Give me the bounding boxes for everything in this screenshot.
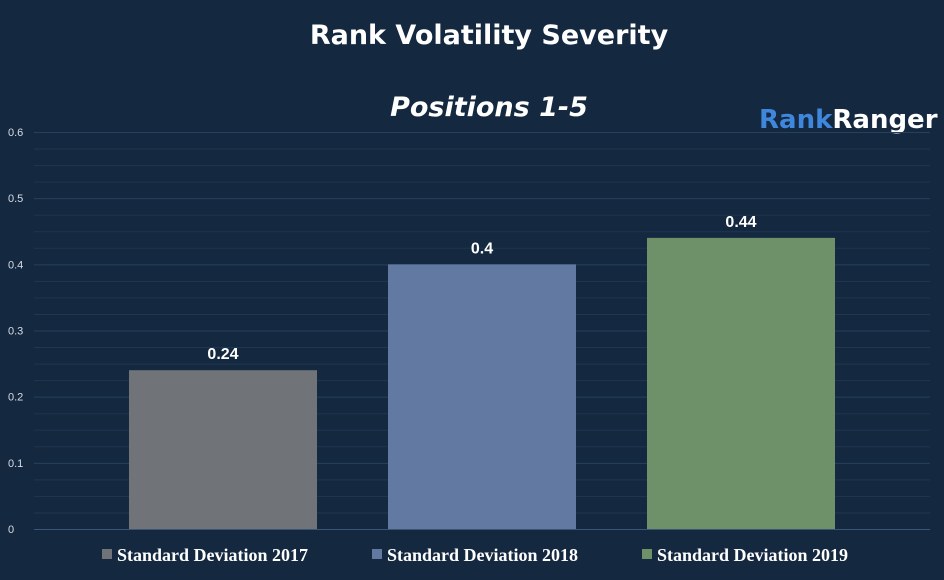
logo-ranger-text: Ranger bbox=[832, 105, 937, 135]
bar bbox=[388, 264, 576, 529]
legend-swatch bbox=[642, 549, 652, 559]
y-tick-label: 0.5 bbox=[8, 193, 23, 205]
data-label: 0.4 bbox=[471, 240, 493, 257]
y-tick-label: 0.3 bbox=[8, 326, 23, 338]
legend-swatch bbox=[102, 549, 112, 559]
logo-rank-text: Rank bbox=[759, 105, 833, 135]
y-tick-label: 0.2 bbox=[8, 392, 23, 404]
legend-label: Standard Deviation 2017 bbox=[117, 545, 308, 565]
y-tick-label: 0.1 bbox=[8, 458, 23, 470]
data-labels: 0.24 0.4 0.44 bbox=[207, 214, 756, 363]
data-label: 0.44 bbox=[725, 214, 756, 231]
bar bbox=[647, 237, 835, 529]
legend-label: Standard Deviation 2018 bbox=[387, 545, 578, 565]
y-axis-ticks: 0 0.1 0.2 0.3 0.4 0.5 0.6 bbox=[8, 127, 23, 536]
legend-label: Standard Deviation 2019 bbox=[657, 545, 848, 565]
chart-subtitle: Positions 1-5 bbox=[390, 92, 588, 123]
chart-title: Rank Volatility Severity bbox=[310, 20, 669, 51]
bar bbox=[129, 370, 317, 529]
legend-swatch bbox=[372, 549, 382, 559]
y-tick-label: 0.6 bbox=[8, 127, 23, 139]
bars bbox=[129, 237, 835, 529]
y-tick-label: 0 bbox=[8, 524, 14, 536]
svg-text:RankRanger: RankRanger bbox=[759, 105, 938, 135]
data-label: 0.24 bbox=[207, 346, 238, 363]
y-tick-label: 0.4 bbox=[8, 259, 23, 271]
rankranger-logo: RankRanger bbox=[759, 105, 938, 135]
legend: Standard Deviation 2017 Standard Deviatio… bbox=[102, 545, 848, 565]
